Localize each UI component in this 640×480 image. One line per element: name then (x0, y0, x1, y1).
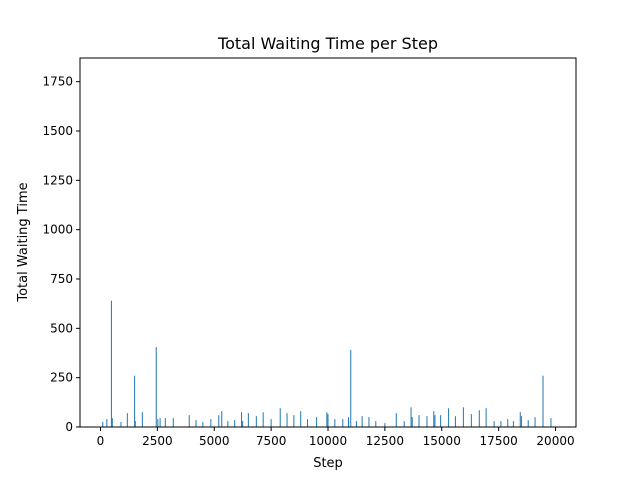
bar (347, 417, 349, 427)
bar (334, 419, 336, 427)
y-axis-ticks: 0 250 500 750 1000 1250 1500 1750 (42, 75, 80, 434)
y-tick-label: 250 (50, 371, 73, 385)
bar (255, 416, 257, 427)
bar (141, 412, 143, 427)
bar (218, 415, 220, 427)
bar (307, 419, 309, 427)
x-tick-label: 12500 (366, 434, 404, 448)
y-axis-label: Total Waiting Time (16, 182, 31, 302)
bar (300, 411, 302, 427)
bar (134, 421, 136, 427)
bar (403, 421, 405, 427)
bar (195, 420, 197, 427)
x-tick-label: 17500 (480, 434, 518, 448)
bar (426, 416, 428, 427)
y-tick-label: 1250 (42, 173, 73, 187)
y-tick-label: 1500 (42, 124, 73, 138)
x-tick-label: 10000 (309, 434, 347, 448)
bar (157, 419, 159, 427)
bar (395, 413, 397, 427)
bar (159, 418, 161, 427)
bar (512, 421, 514, 427)
x-tick-label: 0 (97, 434, 105, 448)
bar (368, 417, 370, 427)
bar (478, 410, 480, 427)
bar (134, 375, 136, 427)
bar (520, 416, 522, 427)
x-tick-label: 15000 (423, 434, 461, 448)
bar (527, 420, 529, 427)
bar (384, 423, 386, 427)
bar (242, 421, 244, 427)
bar (448, 408, 450, 427)
bar (410, 407, 412, 427)
bar (355, 421, 357, 427)
bar (375, 421, 377, 427)
bar (454, 416, 456, 427)
bar (247, 413, 249, 427)
x-tick-label: 2500 (142, 434, 173, 448)
bar (493, 421, 495, 427)
x-axis-label: Step (313, 456, 343, 471)
bar (350, 350, 352, 427)
plot-frame (79, 57, 577, 428)
bar (227, 421, 229, 427)
bar (111, 418, 113, 427)
bar (550, 418, 552, 427)
chart-title: Total Waiting Time per Step (217, 34, 438, 53)
bar (286, 413, 288, 427)
bar (262, 412, 264, 427)
bar (500, 421, 502, 427)
bar (327, 414, 329, 427)
bar (434, 415, 436, 427)
bar (279, 408, 281, 427)
bar (221, 411, 223, 427)
bar (126, 413, 128, 427)
bar (433, 411, 435, 427)
bar (210, 419, 212, 427)
bar (202, 422, 204, 427)
bar (172, 418, 174, 427)
y-tick-label: 0 (65, 420, 73, 434)
bar (293, 415, 295, 427)
x-tick-label: 7500 (256, 434, 287, 448)
bar (342, 419, 344, 427)
bar (102, 422, 104, 427)
bar (155, 347, 157, 427)
bar (440, 415, 442, 427)
bar (188, 415, 190, 427)
y-tick-label: 1000 (42, 223, 73, 237)
x-tick-label: 5000 (199, 434, 230, 448)
bar (485, 408, 487, 427)
y-tick-label: 500 (50, 321, 73, 335)
bar (234, 420, 236, 427)
bar (507, 419, 509, 427)
bar (326, 412, 328, 427)
bar (462, 407, 464, 427)
bar (411, 417, 413, 427)
bar (164, 418, 166, 427)
bar (418, 415, 420, 427)
bar (542, 375, 544, 427)
bar (534, 417, 536, 427)
y-tick-label: 1750 (42, 75, 73, 89)
bar (316, 417, 318, 427)
x-axis-ticks: 0 2500 5000 7500 10000 12500 15000 17500 20000 (97, 427, 575, 448)
x-tick-label: 20000 (536, 434, 574, 448)
bar (470, 414, 472, 427)
bar (241, 412, 243, 427)
bar (120, 422, 122, 427)
y-tick-label: 750 (50, 272, 73, 286)
bar (270, 419, 272, 427)
bar (106, 419, 108, 427)
bar (110, 300, 112, 427)
bar (519, 412, 521, 427)
bar (361, 416, 363, 427)
bars-group (102, 300, 552, 427)
